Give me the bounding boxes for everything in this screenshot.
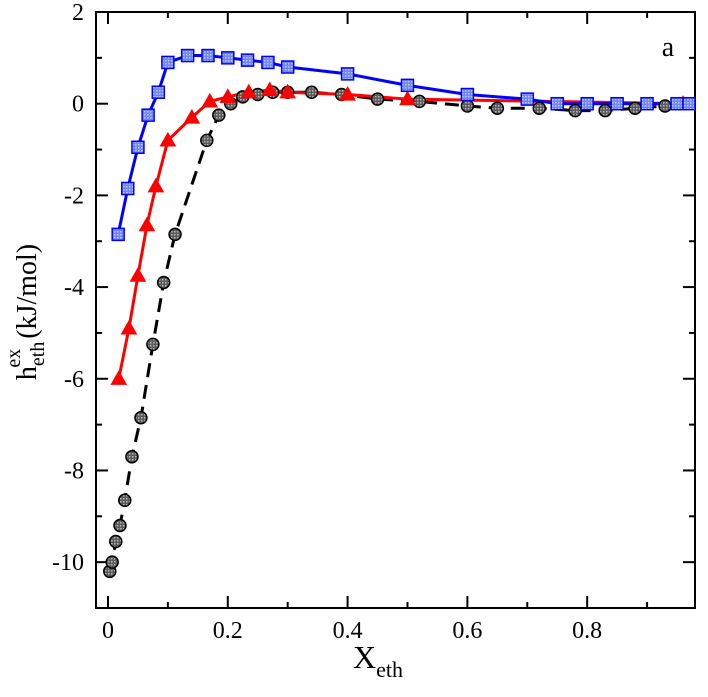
plot-frame: [95, 11, 696, 609]
series-lines: [108, 54, 690, 572]
data-point-black-circles-dashed: [412, 94, 427, 109]
x-tick-label: 0.6: [452, 618, 482, 644]
data-point-blue-squares: [280, 60, 295, 74]
x-axis-title-main: X: [353, 639, 376, 675]
data-point-black-circles-dashed: [113, 518, 127, 533]
data-point-blue-squares: [161, 55, 175, 70]
data-point-black-circles-dashed: [568, 103, 582, 118]
data-point-black-circles-dashed: [598, 103, 612, 118]
series-line-red-triangles: [117, 88, 684, 380]
data-point-red-triangles: [219, 88, 237, 103]
data-point-blue-squares: [682, 96, 696, 111]
data-point-black-circles-dashed: [628, 101, 642, 116]
series-line-blue-squares: [116, 54, 690, 235]
data-point-blue-squares: [340, 67, 355, 81]
x-axis-title: Xeth: [353, 639, 403, 682]
data-point-blue-squares: [261, 55, 275, 70]
data-point-red-triangles: [240, 83, 258, 99]
y-tick-label: -4: [64, 275, 84, 301]
tick-marks: [96, 11, 695, 609]
y-axis-title-sup: ex: [3, 349, 25, 368]
data-point-black-circles-dashed: [105, 555, 119, 569]
data-point-black-circles-dashed: [370, 92, 385, 106]
data-point-red-triangles: [138, 216, 156, 232]
panel-label: a: [662, 32, 675, 63]
series-markers: [103, 48, 696, 579]
data-point-red-triangles: [147, 177, 165, 193]
data-point-red-triangles: [279, 83, 297, 99]
x-tick-label: 0.8: [572, 618, 602, 644]
data-point-blue-squares: [610, 96, 624, 111]
y-tick-label: -10: [52, 550, 84, 576]
data-point-black-circles-dashed: [460, 99, 475, 113]
tick-labels: 0 0.2 0.4 0.6 0.8 -10 -8 -6 -4 -2 0 2: [52, 0, 602, 644]
y-tick-label: -8: [64, 458, 84, 484]
data-point-red-triangles: [159, 131, 177, 147]
data-point-blue-squares: [201, 48, 215, 63]
data-point-red-triangles: [110, 370, 128, 385]
data-point-black-circles-dashed: [168, 227, 182, 242]
data-point-blue-squares: [550, 96, 564, 111]
data-point-blue-squares: [240, 53, 255, 67]
data-point-blue-squares: [120, 181, 135, 196]
data-point-red-triangles: [183, 108, 201, 124]
data-point-black-circles-dashed: [118, 493, 132, 508]
data-point-red-triangles: [339, 86, 356, 101]
data-point-blue-squares: [580, 96, 594, 111]
data-point-red-triangles: [201, 92, 219, 108]
series-line-black-circles-dashed: [108, 90, 666, 572]
svg-text:hethex(kJ/mol): hethex (kJ/mol): [3, 244, 49, 380]
data-point-red-triangles: [399, 90, 416, 106]
data-point-black-circles-dashed: [134, 410, 148, 425]
y-axis-title: hethex (kJ/mol): [3, 244, 49, 380]
y-tick-label: 0: [72, 92, 84, 118]
data-point-black-circles-dashed: [532, 101, 547, 116]
data-point-black-circles-dashed: [156, 275, 171, 290]
y-axis-title-sub: eth: [27, 342, 49, 366]
data-point-blue-squares: [221, 51, 235, 65]
x-tick-label: 0: [102, 618, 114, 644]
data-point-blue-squares: [111, 227, 125, 242]
y-axis-title-unit: (kJ/mol): [12, 244, 43, 339]
data-point-black-circles-dashed: [490, 101, 505, 116]
data-point-blue-squares: [151, 85, 166, 99]
data-point-black-circles-dashed: [200, 133, 214, 148]
data-point-blue-squares: [670, 96, 684, 111]
x-axis-title-sub: eth: [376, 657, 403, 682]
data-point-blue-squares: [460, 87, 475, 102]
data-point-red-triangles: [261, 81, 279, 97]
data-point-red-triangles: [120, 319, 138, 335]
data-point-blue-squares: [131, 140, 145, 154]
data-point-black-circles-dashed: [304, 85, 319, 99]
data-point-black-circles-dashed: [109, 534, 123, 549]
x-tick-label: 0.4: [333, 618, 363, 644]
y-axis-title-main: h: [12, 366, 43, 380]
data-point-black-circles-dashed: [212, 108, 226, 122]
data-point-blue-squares: [640, 96, 654, 111]
data-point-black-circles-dashed: [125, 449, 139, 464]
data-point-blue-squares: [520, 92, 535, 106]
data-point-black-circles-dashed: [146, 337, 160, 352]
data-point-black-circles-dashed: [658, 99, 672, 113]
data-point-blue-squares: [141, 108, 155, 122]
data-point-blue-squares: [180, 48, 195, 63]
data-point-blue-squares: [400, 78, 415, 93]
y-tick-label: -6: [64, 367, 84, 393]
data-point-red-triangles: [129, 267, 147, 282]
x-tick-label: 0.2: [213, 618, 243, 644]
y-tick-label: -2: [64, 183, 84, 209]
y-tick-label: 2: [72, 0, 84, 26]
